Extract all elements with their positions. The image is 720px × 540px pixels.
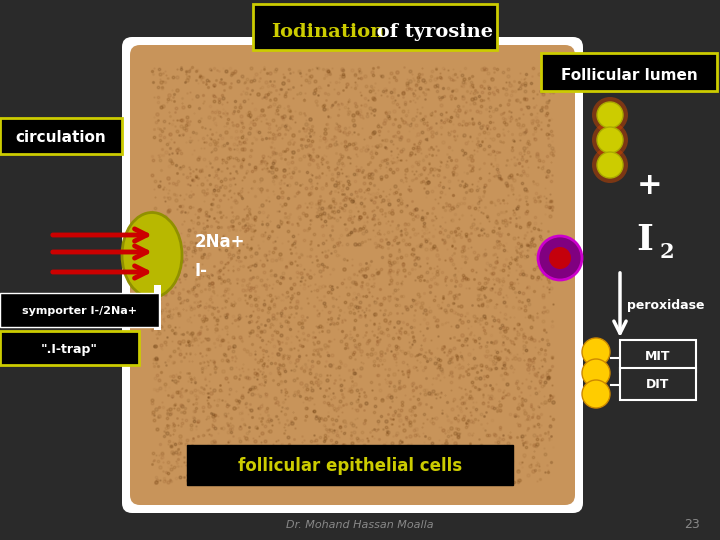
Text: +: + <box>637 171 663 199</box>
FancyBboxPatch shape <box>620 340 696 372</box>
Text: Iodination: Iodination <box>271 23 384 41</box>
Text: 23: 23 <box>684 518 700 531</box>
FancyBboxPatch shape <box>620 368 696 400</box>
Text: Dr. Mohand Hassan Moalla: Dr. Mohand Hassan Moalla <box>286 520 434 530</box>
Circle shape <box>597 152 623 178</box>
FancyBboxPatch shape <box>541 53 717 91</box>
Text: I-: I- <box>195 262 208 280</box>
Text: peroxidase: peroxidase <box>627 299 704 312</box>
Circle shape <box>549 247 571 269</box>
FancyBboxPatch shape <box>122 37 583 513</box>
Circle shape <box>597 102 623 128</box>
FancyBboxPatch shape <box>0 118 122 154</box>
Text: of tyrosine: of tyrosine <box>370 23 493 41</box>
Ellipse shape <box>122 213 182 298</box>
Circle shape <box>582 359 610 387</box>
Circle shape <box>582 380 610 408</box>
FancyBboxPatch shape <box>187 445 513 485</box>
FancyBboxPatch shape <box>0 331 139 365</box>
FancyBboxPatch shape <box>253 4 497 50</box>
Text: MIT: MIT <box>645 350 671 363</box>
FancyBboxPatch shape <box>130 45 575 505</box>
Circle shape <box>592 147 628 183</box>
Text: ".I-trap": ".I-trap" <box>40 342 97 355</box>
Circle shape <box>592 97 628 133</box>
Text: follicular epithelial cells: follicular epithelial cells <box>238 457 462 475</box>
Circle shape <box>592 122 628 158</box>
Text: symporter I-/2Na+: symporter I-/2Na+ <box>22 306 137 316</box>
FancyBboxPatch shape <box>0 293 159 327</box>
Text: circulation: circulation <box>16 130 107 145</box>
Text: DIT: DIT <box>647 379 670 392</box>
Circle shape <box>538 236 582 280</box>
Text: Follicular lumen: Follicular lumen <box>561 68 698 83</box>
Circle shape <box>597 127 623 153</box>
Circle shape <box>582 338 610 366</box>
Bar <box>154 285 161 330</box>
Text: 2Na+: 2Na+ <box>195 233 246 251</box>
Text: I: I <box>636 223 653 257</box>
Text: 2: 2 <box>660 242 675 262</box>
